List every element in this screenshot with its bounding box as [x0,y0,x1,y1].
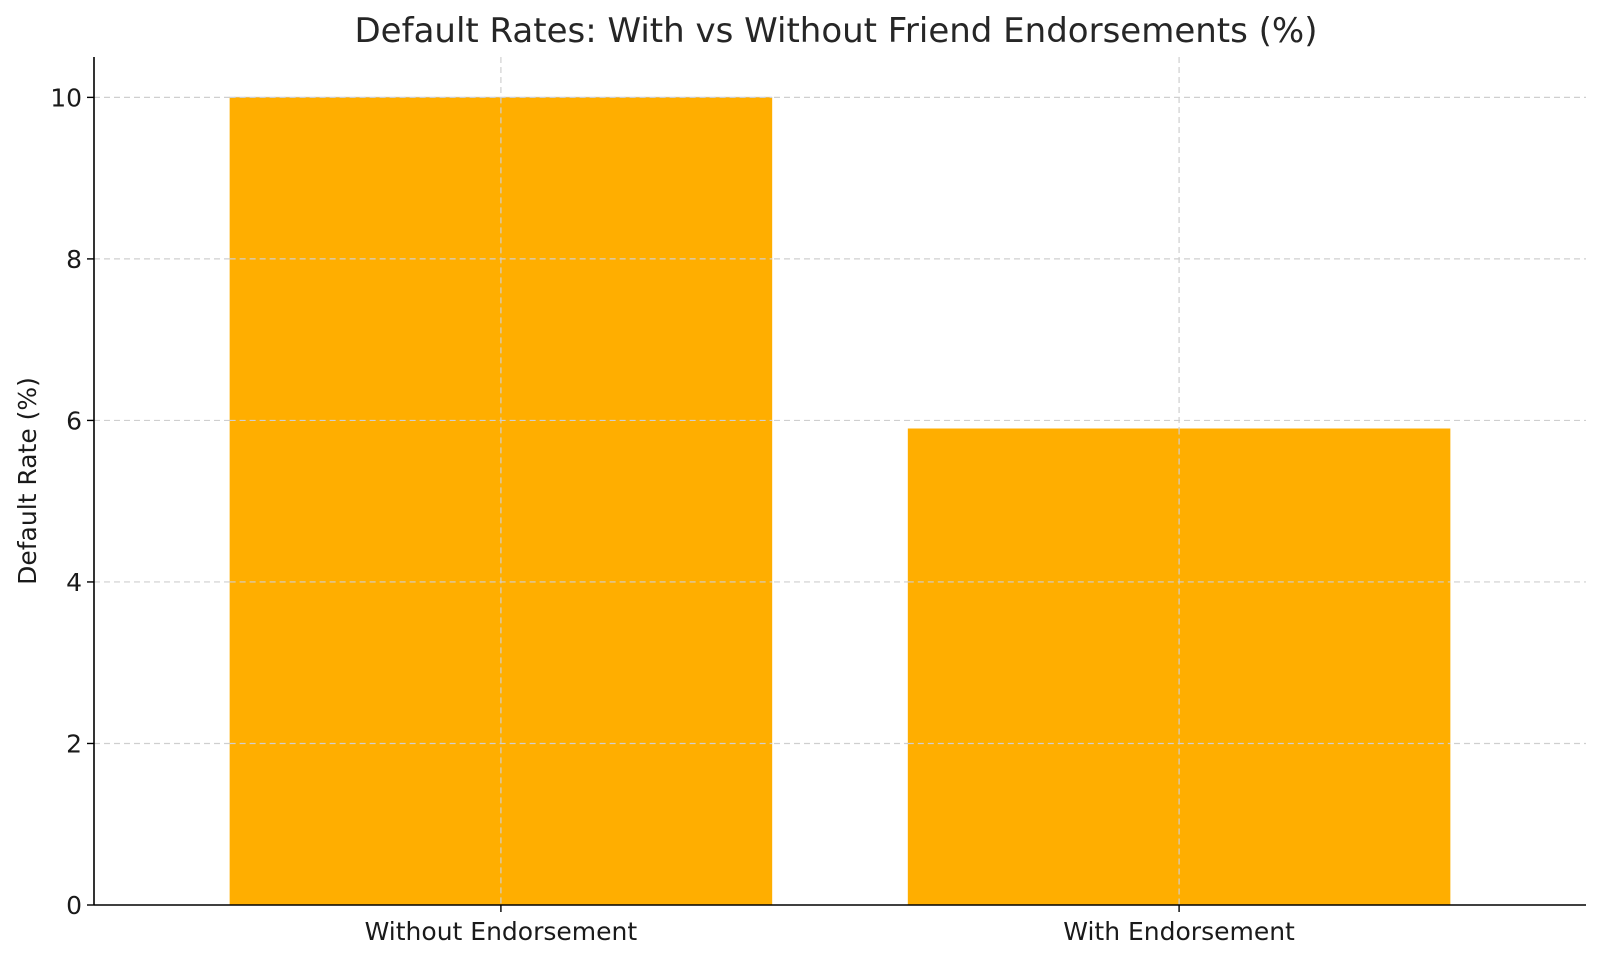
bar-2 [907,428,1451,905]
y-tick-label: 6 [66,406,82,435]
y-tick-label: 0 [66,891,82,920]
labels-layer: Default Rates: With vs Without Friend En… [13,11,1317,585]
y-tick-label: 8 [66,245,82,274]
y-tick-label: 10 [50,83,82,112]
axes-layer: 0 2 4 6 8 10 Without Endorsement With Endorseme… [50,57,1586,946]
y-tick-label: 4 [66,568,82,597]
chart-title: Default Rates: With vs Without Friend En… [355,11,1318,51]
y-axis-label: Default Rate (%) [13,377,42,585]
bars-layer [229,96,1451,905]
x-tick-label: With Endorsement [1063,917,1295,946]
y-tick-label: 2 [66,729,82,758]
x-tick-label: Without Endorsement [365,917,638,946]
